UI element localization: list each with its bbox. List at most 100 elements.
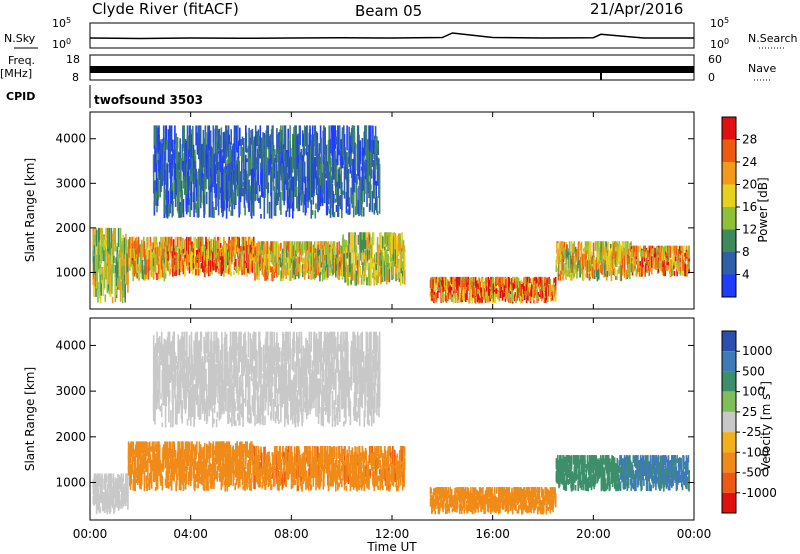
heatmap-cell <box>379 459 381 469</box>
heatmap-cell <box>338 196 340 207</box>
heatmap-cell <box>387 253 389 267</box>
heatmap-cell <box>370 152 372 178</box>
heatmap-cell <box>188 198 190 206</box>
heatmap-cell <box>209 462 211 479</box>
heatmap-cell <box>270 242 273 262</box>
heatmap-cell <box>668 250 670 262</box>
heatmap-cell <box>216 465 219 482</box>
freq-unit-label: [MHz] <box>0 67 32 80</box>
heatmap-cell <box>268 159 270 176</box>
heatmap-cell <box>228 163 230 175</box>
heatmap-cell <box>157 247 160 259</box>
heatmap-cell <box>252 139 254 169</box>
heatmap-cell <box>221 160 224 186</box>
heatmap-cell <box>352 462 354 480</box>
heatmap-cell <box>99 273 101 278</box>
heatmap-cell <box>232 143 234 165</box>
heatmap-cell <box>512 276 515 283</box>
heatmap-cell <box>552 281 555 288</box>
heatmap-cell <box>533 287 536 299</box>
heatmap-cell <box>246 484 248 490</box>
heatmap-cell <box>207 244 210 259</box>
heatmap-cell <box>352 264 354 281</box>
heatmap-cell <box>165 125 168 145</box>
heatmap-cell <box>268 482 270 487</box>
heatmap-cell <box>242 187 244 197</box>
heatmap-cell <box>332 190 334 218</box>
heatmap-cell <box>217 161 219 176</box>
heatmap-cell <box>280 125 282 153</box>
heatmap-cell <box>196 238 198 249</box>
heatmap-cell <box>192 451 194 455</box>
heatmap-cell <box>517 277 520 286</box>
heatmap-cell <box>364 262 366 272</box>
heatmap-cell <box>170 125 173 152</box>
heatmap-cell <box>209 260 212 272</box>
heatmap-cell <box>629 265 631 280</box>
heatmap-cell <box>154 460 156 471</box>
heatmap-cell <box>445 295 448 303</box>
colorbar-tick-label: 12 <box>742 223 757 237</box>
freq-tick-high: 18 <box>66 53 80 66</box>
heatmap-cell <box>182 160 184 172</box>
heatmap-cell <box>196 179 198 202</box>
heatmap-cell <box>294 480 297 485</box>
heatmap-cell <box>509 296 511 304</box>
heatmap-cell <box>570 241 573 256</box>
heatmap-cell <box>468 295 471 304</box>
heatmap-cell <box>134 486 136 491</box>
heatmap-cell <box>377 270 379 284</box>
heatmap-cell <box>645 263 647 273</box>
heatmap-cell <box>266 125 268 147</box>
heatmap-cell <box>516 281 519 287</box>
heatmap-cell <box>461 280 464 292</box>
heatmap-cell <box>620 265 623 281</box>
heatmap-cell <box>300 170 303 206</box>
heatmap-cell <box>456 276 459 283</box>
heatmap-cell <box>201 246 204 253</box>
heatmap-cell <box>262 476 264 482</box>
heatmap-cell <box>341 258 344 278</box>
heatmap-cell <box>268 247 270 259</box>
heatmap-cell <box>497 290 499 300</box>
heatmap-cell <box>153 186 156 211</box>
heatmap-cell <box>252 260 255 269</box>
heatmap-cell <box>675 261 677 267</box>
heatmap-cell <box>333 211 336 218</box>
heatmap-cell <box>297 241 299 253</box>
heatmap-cell <box>123 238 126 247</box>
heatmap-cell <box>140 450 142 468</box>
heatmap-cell <box>320 469 323 483</box>
heatmap-cell <box>681 257 683 273</box>
heatmap-cell <box>324 127 326 166</box>
heatmap-cell <box>202 129 205 168</box>
heatmap-cell <box>287 196 289 209</box>
heatmap-cell <box>235 165 237 205</box>
heatmap-cell <box>347 278 350 286</box>
heatmap-cell <box>374 280 376 284</box>
heatmap-cell <box>298 192 301 211</box>
heatmap-cell <box>96 262 99 291</box>
heatmap-cell <box>230 472 232 486</box>
colorbar-segment <box>722 117 736 140</box>
heatmap-cell <box>237 125 239 148</box>
heatmap-cell <box>683 245 685 256</box>
heatmap-cell <box>350 469 352 474</box>
heatmap-cell <box>343 134 346 154</box>
heatmap-cell <box>337 169 340 202</box>
heatmap-cell <box>221 269 223 274</box>
heatmap-cell <box>533 277 535 285</box>
heatmap-cell <box>265 241 268 254</box>
heatmap-cell <box>332 125 334 148</box>
heatmap-cell <box>305 241 307 256</box>
heatmap-cell <box>156 470 159 483</box>
heatmap-cell <box>583 254 585 266</box>
heatmap-cell <box>388 263 391 283</box>
heatmap-cell <box>272 252 274 265</box>
heatmap-cell <box>101 227 103 254</box>
power-colorbar-label: Power [dB] <box>756 177 770 242</box>
heatmap-cell <box>243 443 246 453</box>
heatmap-cell <box>238 237 240 249</box>
heatmap-cell <box>374 477 377 485</box>
heatmap-cell <box>558 263 561 274</box>
